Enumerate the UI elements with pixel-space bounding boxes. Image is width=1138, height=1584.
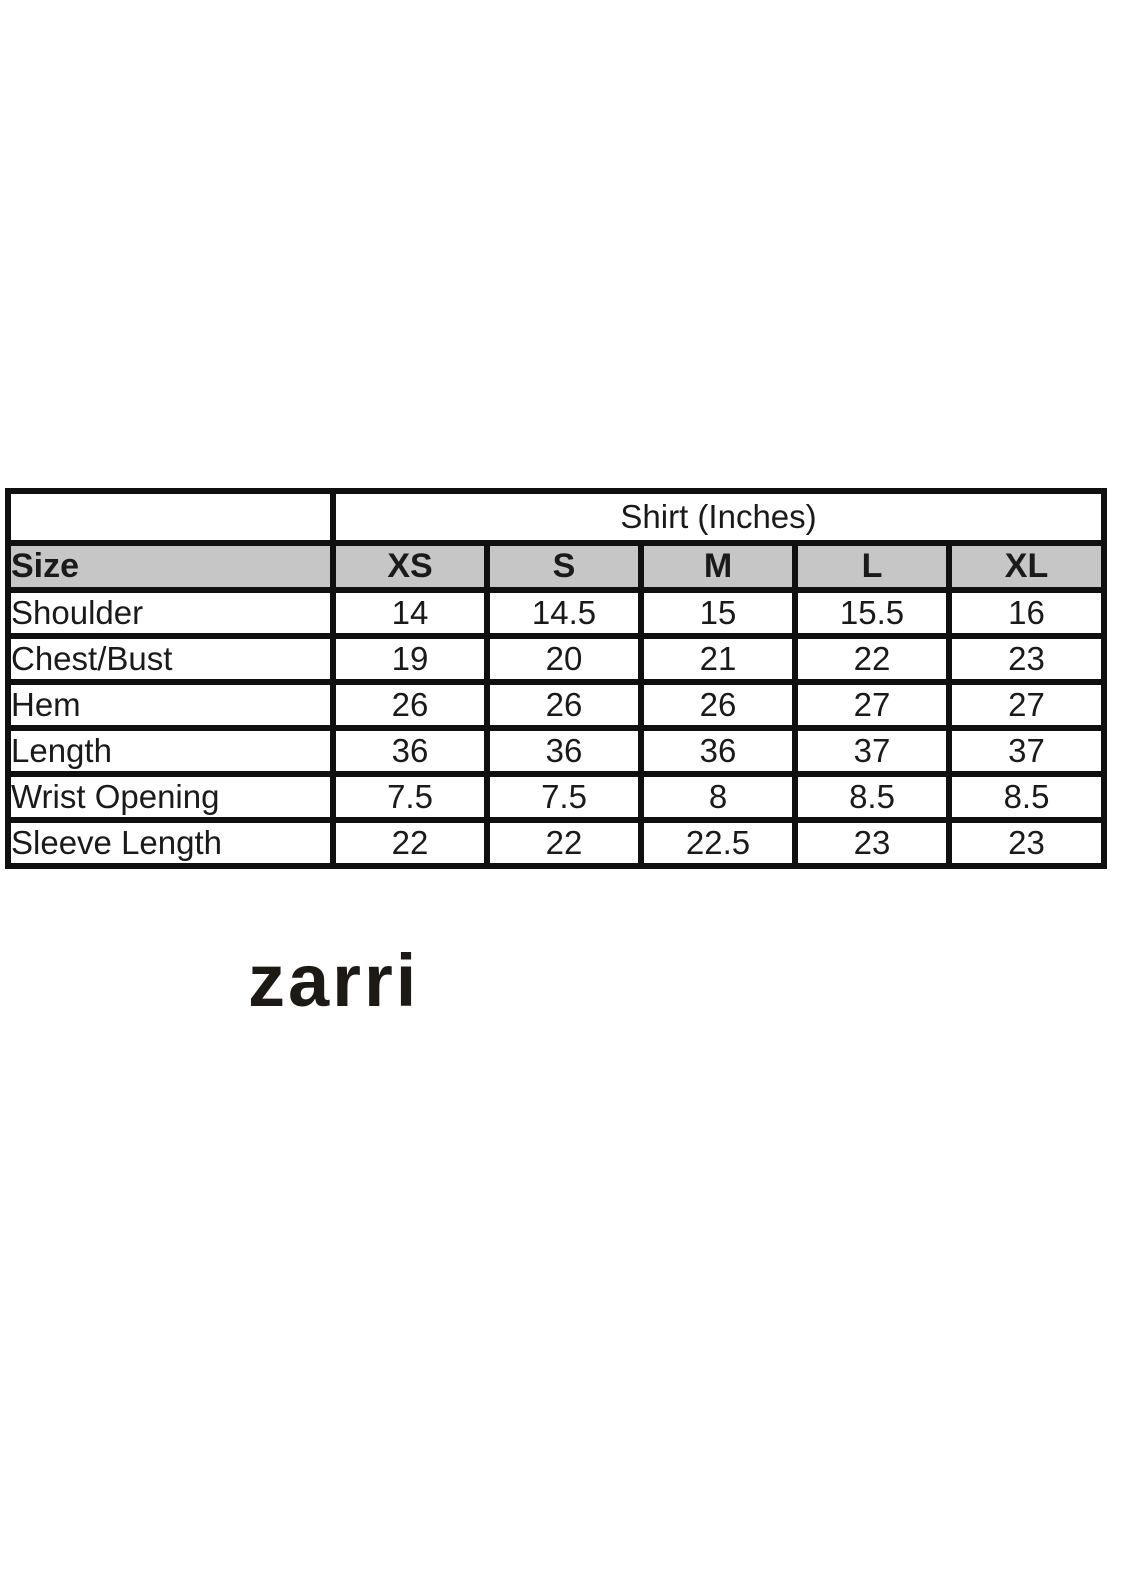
brand-wordmark: zarri — [248, 939, 420, 1022]
size-value-cell: 14 — [330, 587, 490, 639]
size-value-cell: 15 — [638, 587, 798, 639]
size-value-cell: 37 — [945, 725, 1108, 777]
table-spacer-cell — [5, 488, 336, 546]
size-value-cell: 23 — [945, 817, 1108, 869]
size-value-cell: 16 — [945, 587, 1108, 639]
col-header-m: M — [638, 540, 798, 593]
size-value-cell: 22 — [484, 817, 644, 869]
size-value-cell: 14.5 — [484, 587, 644, 639]
size-value-cell: 36 — [330, 725, 490, 777]
table-row-shoulder: Shoulder 14 14.5 15 15.5 16 — [5, 587, 1108, 639]
table-banner-row: Shirt (Inches) — [5, 488, 1108, 546]
size-value-cell: 20 — [484, 633, 644, 685]
size-value-cell: 8.5 — [945, 771, 1108, 823]
size-value-cell: 26 — [484, 679, 644, 731]
size-value-cell: 8 — [638, 771, 798, 823]
size-value-cell: 19 — [330, 633, 490, 685]
table-row-chest-bust: Chest/Bust 19 20 21 22 23 — [5, 633, 1108, 685]
size-value-cell: 37 — [792, 725, 952, 777]
table-header-row: Size XS S M L XL — [5, 540, 1108, 593]
col-header-xl: XL — [945, 540, 1108, 593]
size-value-cell: 7.5 — [484, 771, 644, 823]
size-value-cell: 22 — [792, 633, 952, 685]
size-value-cell: 26 — [330, 679, 490, 731]
size-value-cell: 36 — [484, 725, 644, 777]
row-label-hem: Hem — [5, 679, 336, 731]
size-value-cell: 7.5 — [330, 771, 490, 823]
size-value-cell: 27 — [792, 679, 952, 731]
size-value-cell: 26 — [638, 679, 798, 731]
col-header-s: S — [484, 540, 644, 593]
size-value-cell: 22.5 — [638, 817, 798, 869]
size-value-cell: 23 — [945, 633, 1108, 685]
row-label-shoulder: Shoulder — [5, 587, 336, 639]
row-label-sleeve-length: Sleeve Length — [5, 817, 336, 869]
size-value-cell: 8.5 — [792, 771, 952, 823]
size-value-cell: 36 — [638, 725, 798, 777]
row-label-wrist-opening: Wrist Opening — [5, 771, 336, 823]
table-row-hem: Hem 26 26 26 27 27 — [5, 679, 1108, 731]
size-value-cell: 22 — [330, 817, 490, 869]
size-value-cell: 23 — [792, 817, 952, 869]
col-header-l: L — [792, 540, 952, 593]
size-value-cell: 15.5 — [792, 587, 952, 639]
size-value-cell: 21 — [638, 633, 798, 685]
table-title-cell: Shirt (Inches) — [329, 488, 1108, 546]
col-header-xs: XS — [330, 540, 490, 593]
table-row-sleeve-length: Sleeve Length 22 22 22.5 23 23 — [5, 817, 1108, 869]
table-row-wrist-opening: Wrist Opening 7.5 7.5 8 8.5 8.5 — [5, 771, 1108, 823]
size-chart-table: Shirt (Inches) Size XS S M L XL Shoulder… — [5, 488, 1108, 869]
row-label-length: Length — [5, 725, 336, 777]
table-row-length: Length 36 36 36 37 37 — [5, 725, 1108, 777]
size-value-cell: 27 — [945, 679, 1108, 731]
row-label-chest-bust: Chest/Bust — [5, 633, 336, 685]
size-header-cell: Size — [5, 540, 336, 593]
